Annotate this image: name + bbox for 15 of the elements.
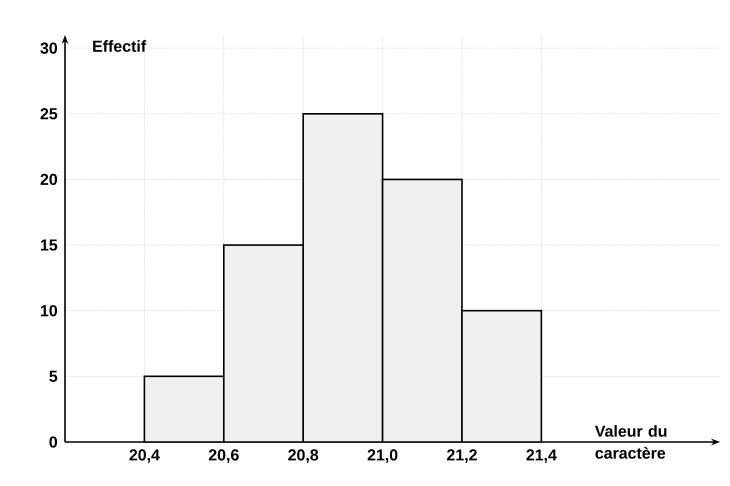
- x-axis-title: Valeur du caractère: [594, 425, 666, 459]
- x-tick-label: 21,4: [526, 449, 557, 463]
- y-tick-label: 0: [49, 436, 58, 448]
- x-tick-label: 20,4: [129, 449, 160, 463]
- y-tick-label: 25: [40, 108, 58, 120]
- y-tick-label: 30: [40, 42, 58, 54]
- x-tick-label: 21,2: [447, 449, 477, 463]
- y-tick-label: 15: [40, 240, 58, 251]
- y-tick-label: 5: [49, 370, 58, 382]
- x-tick-label: 20,8: [288, 449, 318, 463]
- y-tick-label: 20: [40, 174, 58, 186]
- y-tick-label: 10: [40, 305, 58, 316]
- y-axis-title: Effectif: [93, 40, 146, 52]
- x-tick-label: 21,0: [368, 449, 398, 463]
- x-tick-label: 20,6: [208, 449, 239, 463]
